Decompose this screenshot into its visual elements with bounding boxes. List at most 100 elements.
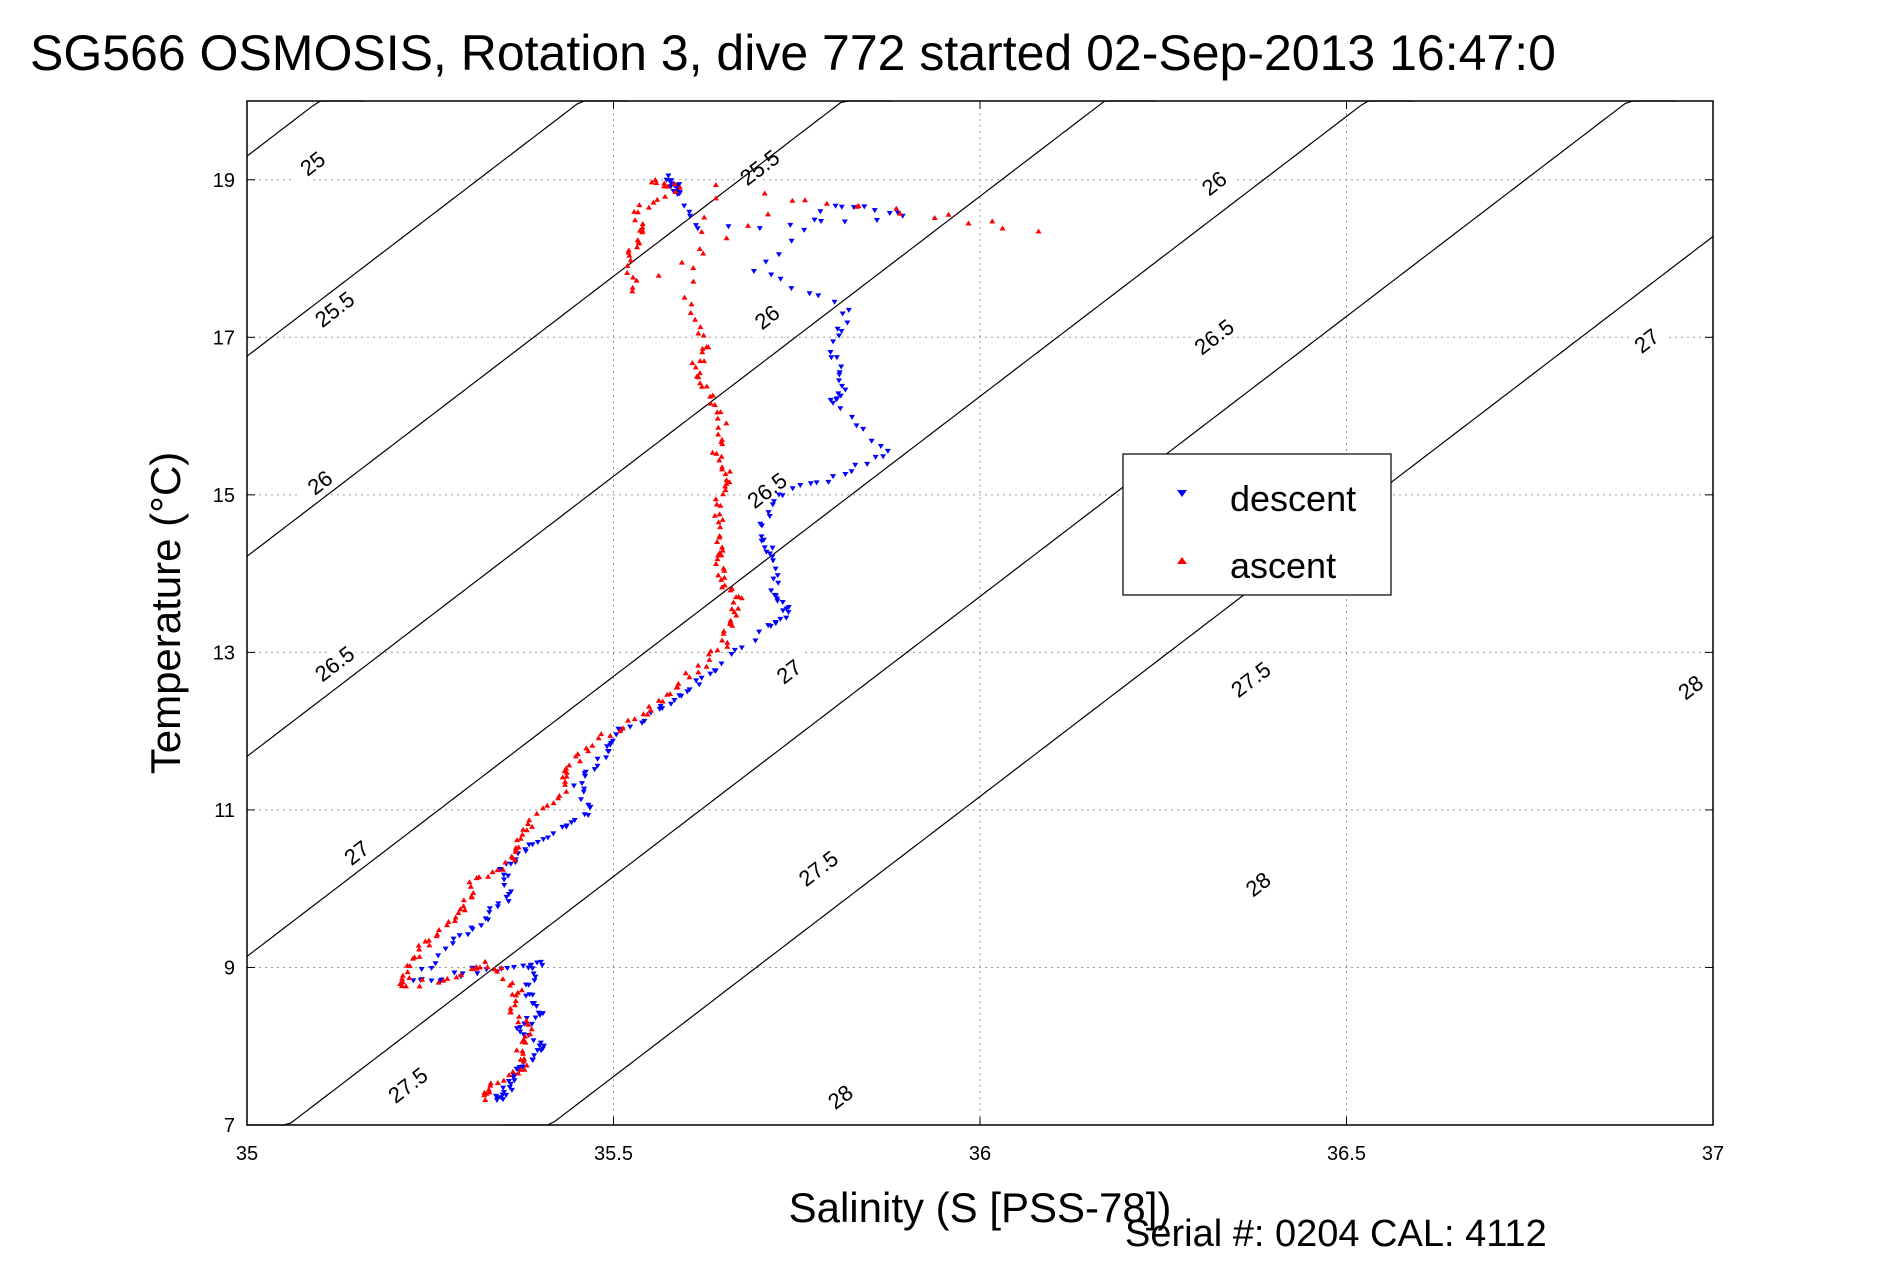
descent-point [603, 755, 610, 761]
ascent-point [521, 1066, 528, 1072]
ascent-point [631, 716, 638, 722]
descent-point [581, 786, 588, 792]
descent-point [581, 812, 588, 818]
ascent-point [526, 817, 533, 823]
ascent-point [726, 468, 733, 474]
ascent-point [719, 637, 726, 643]
descent-point [788, 286, 795, 292]
ascent-point [443, 922, 450, 928]
ascent-point [466, 879, 473, 885]
ascent-point [444, 975, 451, 981]
descent-point [848, 469, 855, 475]
descent-point [844, 320, 851, 326]
descent-point [872, 454, 879, 460]
contour-line-26 [246, 100, 892, 557]
ascent-point [482, 1096, 489, 1102]
ascent-point [550, 800, 557, 806]
descent-point [758, 523, 765, 529]
descent-point [762, 259, 769, 265]
ascent-point [595, 735, 602, 741]
ascent-point [509, 1068, 516, 1074]
descent-point [474, 971, 481, 977]
descent-point [545, 835, 552, 841]
ascent-point [723, 420, 730, 426]
ascent-point [434, 931, 441, 937]
ascent-point [655, 272, 662, 278]
ascent-point [515, 1070, 522, 1076]
ascent-point [563, 773, 570, 779]
ascent-point [634, 209, 641, 215]
ascent-point [525, 1021, 532, 1027]
ascent-point [516, 1013, 523, 1019]
descent-point [772, 621, 779, 627]
ascent-point [512, 846, 519, 852]
ascent-point [486, 1089, 493, 1095]
descent-point [656, 706, 663, 712]
ascent-point [517, 1056, 524, 1062]
ascent-point [720, 491, 727, 497]
descent-point [806, 291, 813, 297]
descent-point [845, 307, 852, 313]
ascent-point [520, 1058, 527, 1064]
ascent-point [639, 221, 646, 227]
descent-point [769, 545, 776, 551]
ascent-point [701, 358, 708, 364]
ascent-point [706, 656, 713, 662]
ascent-point [629, 284, 636, 290]
descent-point [779, 599, 786, 605]
descent-point [428, 978, 435, 984]
ascent-point [717, 409, 724, 415]
ascent-point [703, 344, 710, 350]
descent-point [766, 551, 773, 557]
descent-point [508, 1087, 515, 1093]
descent-point [613, 732, 620, 738]
y-tick-label: 19 [213, 170, 235, 192]
descent-point [665, 173, 672, 179]
descent-point [668, 701, 675, 707]
contour-label-bg [307, 284, 361, 333]
ascent-point [629, 288, 636, 294]
ascent-point [630, 274, 637, 280]
ascent-point [452, 914, 459, 920]
ascent-point [735, 605, 742, 611]
descent-point [520, 1032, 527, 1038]
descent-point [510, 1075, 517, 1081]
descent-point [529, 992, 536, 998]
descent-point [763, 549, 770, 555]
descent-point [528, 1021, 535, 1027]
ascent-point [624, 262, 631, 268]
ascent-point [576, 758, 583, 764]
ascent-point [714, 538, 721, 544]
descent-point [534, 839, 541, 845]
ascent-point [399, 972, 406, 978]
descent-point [449, 941, 456, 947]
descent-point [834, 326, 841, 332]
ascent-point [695, 662, 702, 668]
descent-point [860, 426, 867, 432]
descent-point [571, 817, 578, 823]
ascent-point [655, 697, 662, 703]
ascent-point [572, 753, 579, 759]
descent-point [849, 414, 856, 420]
descent-point [774, 596, 781, 602]
ascent-point [718, 453, 725, 459]
descent-point [836, 372, 843, 378]
ascent-point [690, 278, 697, 284]
serial-cal-footer: Serial #: 0204 CAL: 4112 [1125, 1213, 1547, 1255]
descent-point [837, 393, 844, 399]
descent-point [532, 1015, 539, 1021]
ascent-point [653, 180, 660, 186]
descent-point [783, 606, 790, 612]
descent-point [725, 224, 732, 230]
descent-point [772, 566, 779, 572]
ascent-point [461, 907, 468, 913]
ascent-point [528, 1026, 535, 1032]
descent-point [712, 668, 719, 674]
y-tick-label: 13 [213, 642, 235, 664]
descent-point [768, 588, 775, 594]
descent-point [529, 1001, 536, 1007]
ascent-point [521, 1055, 528, 1061]
ascent-point [485, 1086, 492, 1092]
x-tick-label: 37 [1702, 1143, 1724, 1165]
descent-point [550, 831, 557, 837]
